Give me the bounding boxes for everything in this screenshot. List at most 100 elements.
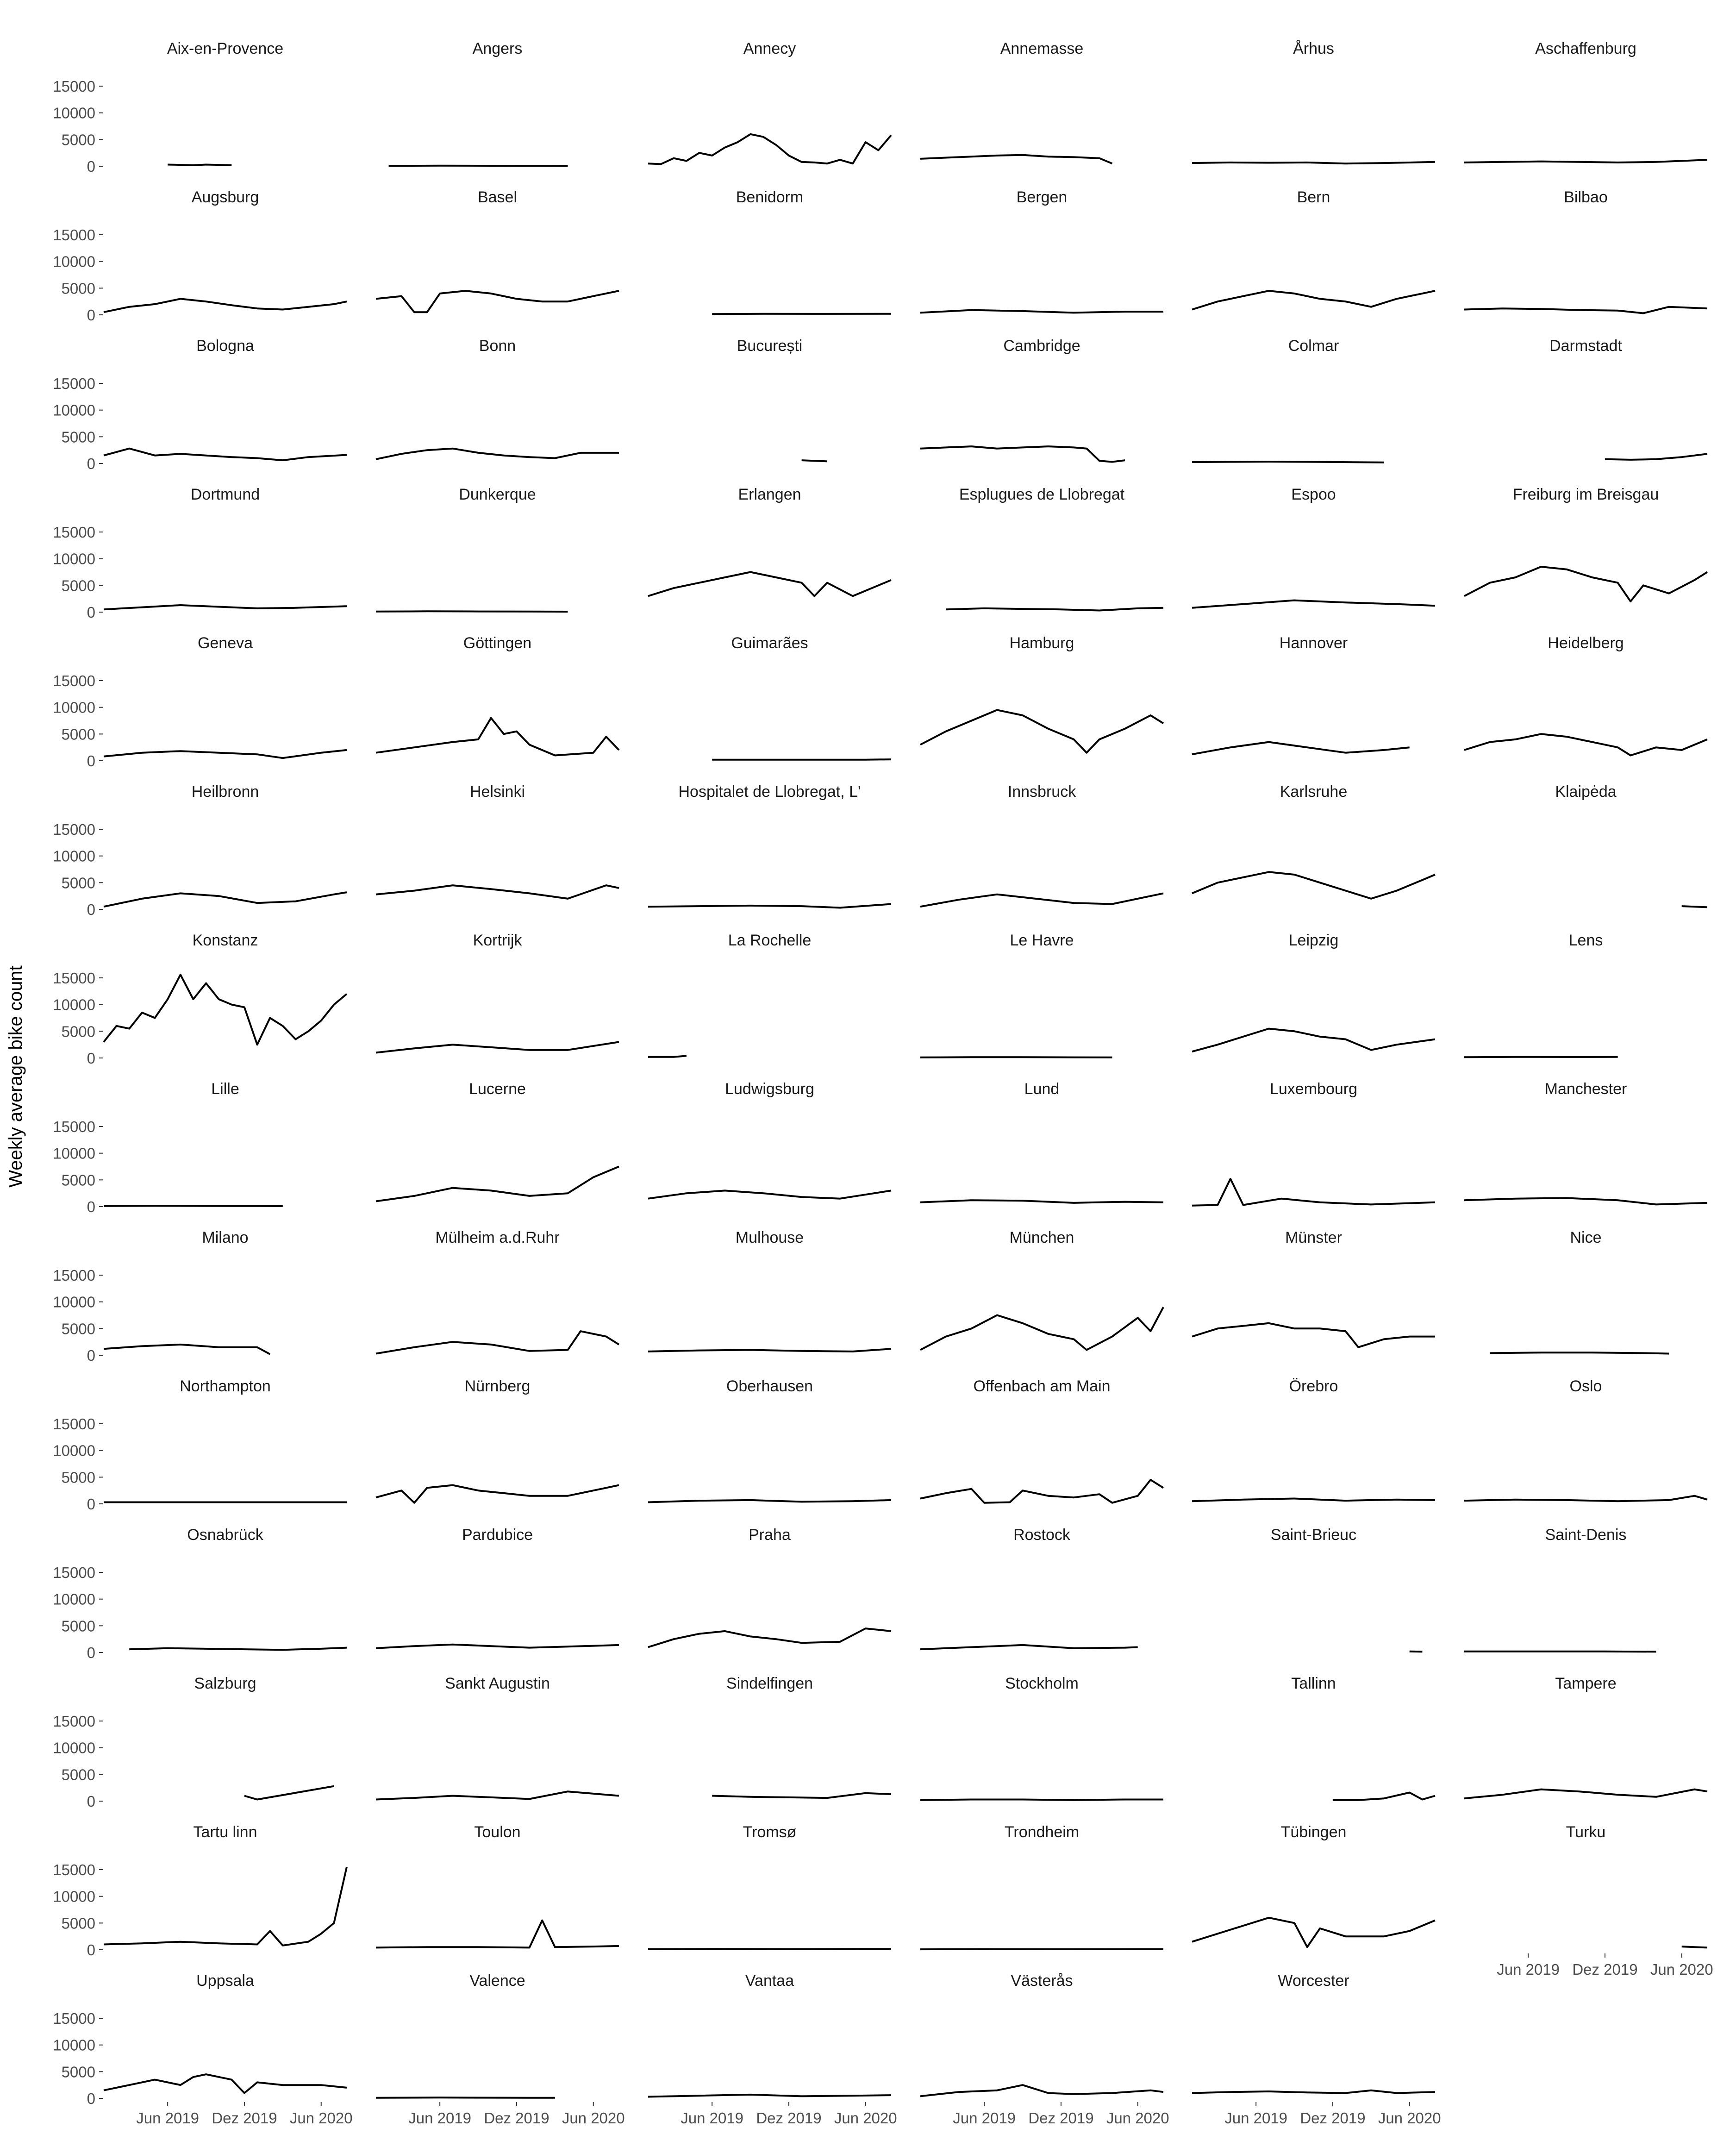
y-tick-label: 15000 bbox=[53, 524, 95, 541]
facet-panel: München bbox=[920, 1229, 1164, 1351]
facet-title: București bbox=[737, 337, 803, 355]
series-line bbox=[1464, 733, 1708, 757]
facet-title: Benidorm bbox=[736, 188, 804, 206]
x-tick-label: Jun 2019 bbox=[953, 2109, 1016, 2127]
y-tick-label: 0 bbox=[87, 1050, 95, 1067]
facet-title: Münster bbox=[1285, 1229, 1342, 1246]
y-tick-label: 10000 bbox=[53, 1740, 95, 1757]
facet-title: Angers bbox=[473, 40, 523, 57]
facet-title: Freiburg im Breisgau bbox=[1513, 486, 1659, 503]
facet-title: Mülheim a.d.Ruhr bbox=[435, 1229, 559, 1246]
facet-title: Cambridge bbox=[1003, 337, 1080, 355]
series-line bbox=[920, 1644, 1138, 1651]
y-tick-label: 15000 bbox=[53, 1861, 95, 1878]
y-tick-label: 15000 bbox=[53, 1118, 95, 1135]
y-tick-label: 5000 bbox=[62, 2063, 95, 2080]
y-tick-label: 5000 bbox=[62, 1766, 95, 1783]
series-line bbox=[648, 1348, 892, 1352]
series-line bbox=[244, 1785, 334, 1801]
series-line bbox=[1192, 461, 1384, 463]
facet-panel: Dunkerque bbox=[375, 486, 568, 613]
series-line bbox=[946, 607, 1164, 612]
facet-title: Guimarães bbox=[731, 634, 808, 652]
y-tick-label: 10000 bbox=[53, 1591, 95, 1608]
series-line bbox=[375, 717, 620, 757]
facet-panel: Milano 0 5000 10000 15000 bbox=[53, 1229, 271, 1364]
series-line bbox=[103, 1866, 348, 1946]
facet-panel: Vantaa Jun 2019 Dez 2019 Jun 2020 bbox=[648, 1972, 897, 2127]
series-line bbox=[920, 154, 1113, 165]
facet-panel: Annemasse bbox=[920, 40, 1113, 165]
facet-title: Annecy bbox=[743, 40, 796, 57]
y-tick-label: 15000 bbox=[53, 1564, 95, 1581]
y-tick-label: 5000 bbox=[62, 874, 95, 891]
x-tick-label: Jun 2019 bbox=[136, 2109, 199, 2127]
series-line bbox=[1192, 1916, 1436, 1948]
facet-panel: Mulhouse bbox=[648, 1229, 892, 1352]
series-line bbox=[1192, 871, 1436, 900]
facet-panel: Sindelfingen bbox=[712, 1675, 892, 1799]
y-tick-label: 5000 bbox=[62, 131, 95, 148]
y-tick-label: 15000 bbox=[53, 226, 95, 244]
y-tick-label: 0 bbox=[87, 1347, 95, 1364]
facet-panel: Bergen bbox=[920, 188, 1163, 314]
y-tick-label: 10000 bbox=[53, 1442, 95, 1459]
x-tick-label: Jun 2020 bbox=[1650, 1961, 1713, 1978]
facet-title: Bern bbox=[1297, 188, 1330, 206]
series-line bbox=[1464, 1495, 1708, 1502]
facet-panel: Erlangen bbox=[648, 486, 892, 597]
y-tick-label: 15000 bbox=[53, 970, 95, 987]
facet-panel: Nürnberg bbox=[375, 1377, 619, 1504]
y-tick-label: 5000 bbox=[62, 577, 95, 594]
facet-panel: Stockholm bbox=[920, 1675, 1163, 1801]
facet-title: Mulhouse bbox=[736, 1229, 804, 1246]
facet-panel: Toulon bbox=[375, 1823, 619, 1949]
series-line bbox=[1464, 1197, 1708, 1206]
facet-title: Espoo bbox=[1291, 486, 1336, 503]
series-line bbox=[920, 445, 1125, 463]
facet-title: Hannover bbox=[1280, 634, 1348, 652]
series-line bbox=[1192, 599, 1436, 609]
x-tick-label: Jun 2020 bbox=[562, 2109, 625, 2127]
series-line bbox=[920, 2084, 1164, 2097]
facet-title: Sindelfingen bbox=[726, 1675, 813, 1692]
series-line bbox=[1464, 566, 1708, 602]
facet-panel: Darmstadt bbox=[1549, 337, 1708, 461]
facet-panel: Göttingen bbox=[375, 634, 620, 757]
facet-panel: Lund bbox=[920, 1080, 1164, 1204]
series-line bbox=[648, 133, 892, 165]
series-line bbox=[375, 290, 619, 313]
facet-panel: Oslo bbox=[1464, 1377, 1708, 1502]
facet-panel: Leipzig bbox=[1192, 932, 1436, 1053]
series-line bbox=[1464, 1788, 1708, 1800]
facet-title: Offenbach am Main bbox=[973, 1377, 1110, 1395]
y-tick-label: 15000 bbox=[53, 78, 95, 95]
series-line bbox=[129, 1646, 347, 1651]
facet-panel: Trondheim bbox=[920, 1823, 1163, 1951]
facet-title: Tartu linn bbox=[194, 1823, 257, 1841]
facet-panel: Rostock bbox=[920, 1526, 1138, 1651]
series-line bbox=[1192, 161, 1436, 165]
series-line bbox=[375, 447, 619, 460]
facet-panel: Saint-Denis bbox=[1464, 1526, 1656, 1653]
series-line bbox=[103, 2073, 347, 2094]
facet-panel: București bbox=[737, 337, 827, 463]
facet-title: Bilbao bbox=[1564, 188, 1608, 206]
series-line bbox=[1464, 306, 1708, 314]
facet-panel: Bologna 0 5000 10000 15000 bbox=[53, 337, 347, 472]
facet-panel: Konstanz 0 5000 10000 15000 bbox=[53, 932, 348, 1067]
series-line bbox=[103, 974, 348, 1046]
series-line bbox=[103, 891, 347, 908]
facet-title: Luxembourg bbox=[1270, 1080, 1357, 1098]
series-line bbox=[648, 1627, 892, 1648]
facet-title: Salzburg bbox=[194, 1675, 256, 1692]
facet-panel: Praha bbox=[648, 1526, 892, 1648]
facet-panel: Pardubice bbox=[375, 1526, 619, 1649]
y-tick-label: 5000 bbox=[62, 1171, 95, 1189]
facet-title: Dortmund bbox=[191, 486, 260, 503]
facet-panel: Augsburg 0 5000 10000 15000 bbox=[53, 188, 347, 324]
facet-title: Lucerne bbox=[469, 1080, 526, 1098]
y-tick-label: 0 bbox=[87, 1793, 95, 1810]
facet-panel: Tromsø bbox=[648, 1823, 891, 1950]
facet-title: Aix-en-Provence bbox=[167, 40, 283, 57]
